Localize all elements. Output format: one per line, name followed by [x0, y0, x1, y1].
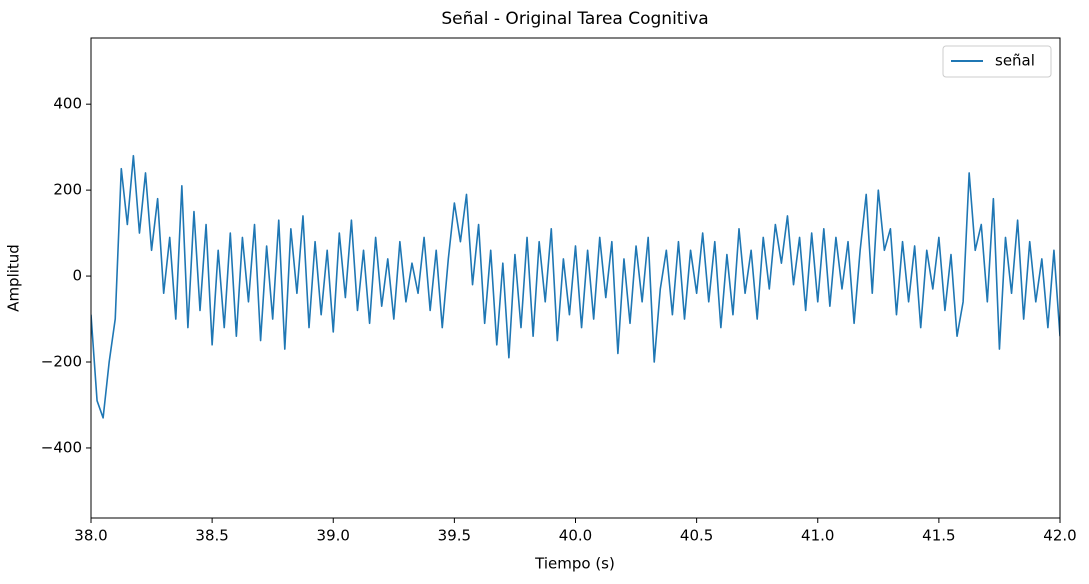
- y-tick-label: −400: [41, 438, 82, 456]
- plot-frame: [90, 37, 1061, 519]
- x-tick-label: 40.5: [680, 527, 713, 545]
- x-tick-label: 39.5: [438, 527, 471, 545]
- x-tick-label: 40.0: [559, 527, 592, 545]
- chart-title: Señal - Original Tarea Cognitiva: [441, 9, 708, 29]
- x-tick-label: 38.0: [74, 527, 107, 545]
- x-tick-label: 39.0: [317, 527, 350, 545]
- legend-box: [942, 45, 1052, 78]
- y-tick-label: 400: [53, 95, 82, 113]
- y-tick-label: −200: [41, 353, 82, 371]
- y-axis-label: Amplitud: [5, 244, 23, 312]
- x-axis-label: Tiempo (s): [534, 555, 615, 573]
- y-tick-label: 200: [53, 181, 82, 199]
- y-tick-label: 0: [72, 267, 82, 285]
- x-tick-label: 41.5: [922, 527, 955, 545]
- x-tick-label: 41.0: [801, 527, 834, 545]
- legend-label: señal: [995, 52, 1035, 70]
- series-line: [91, 154, 1060, 419]
- x-tick-label: 42.0: [1043, 527, 1076, 545]
- x-tick-label: 38.5: [195, 527, 228, 545]
